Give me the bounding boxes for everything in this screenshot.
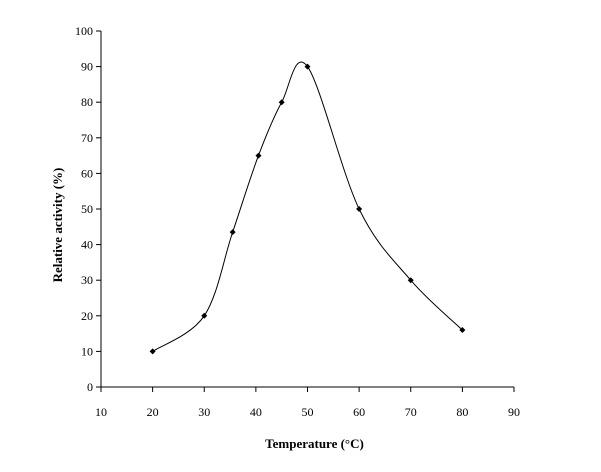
- y-tick-label: 80: [81, 95, 93, 109]
- y-tick-label: 10: [81, 344, 93, 358]
- y-tick-label: 20: [81, 309, 93, 323]
- data-point-marker: [255, 152, 262, 159]
- y-tick-label: 90: [81, 60, 93, 74]
- x-tick-label: 70: [405, 405, 417, 419]
- data-point-marker: [459, 327, 466, 334]
- data-point-marker: [201, 312, 208, 319]
- data-point-marker: [278, 99, 285, 106]
- x-tick-label: 10: [95, 405, 107, 419]
- y-tick-label: 0: [87, 380, 93, 394]
- data-point-marker: [356, 206, 363, 212]
- data-point-marker: [149, 348, 156, 355]
- x-axis-title: Temperature (°C): [265, 436, 364, 451]
- x-axis-ticks: 10 20 30 40 50 60 70 80 90: [95, 387, 520, 419]
- y-axis-title: Relative activity (%): [50, 168, 65, 283]
- x-tick-label: 90: [508, 405, 520, 419]
- series-curve: [152, 61, 463, 352]
- x-tick-label: 40: [250, 405, 262, 419]
- series-markers: [149, 63, 466, 355]
- data-point-marker: [304, 63, 311, 70]
- y-tick-label: 30: [81, 273, 93, 287]
- x-tick-label: 20: [147, 405, 159, 419]
- x-tick-label: 80: [456, 405, 468, 419]
- y-tick-label: 100: [75, 24, 93, 38]
- x-tick-label: 30: [198, 405, 210, 419]
- x-tick-label: 60: [353, 405, 365, 419]
- y-tick-label: 60: [81, 166, 93, 180]
- y-tick-label: 40: [81, 238, 93, 252]
- x-tick-label: 50: [302, 405, 314, 419]
- y-axis-ticks: 0 10 20 30 40 50 60 70 80 90 100: [75, 24, 101, 394]
- data-point-marker: [407, 277, 414, 284]
- data-point-marker: [229, 229, 236, 236]
- y-tick-label: 70: [81, 131, 93, 145]
- y-tick-label: 50: [81, 202, 93, 216]
